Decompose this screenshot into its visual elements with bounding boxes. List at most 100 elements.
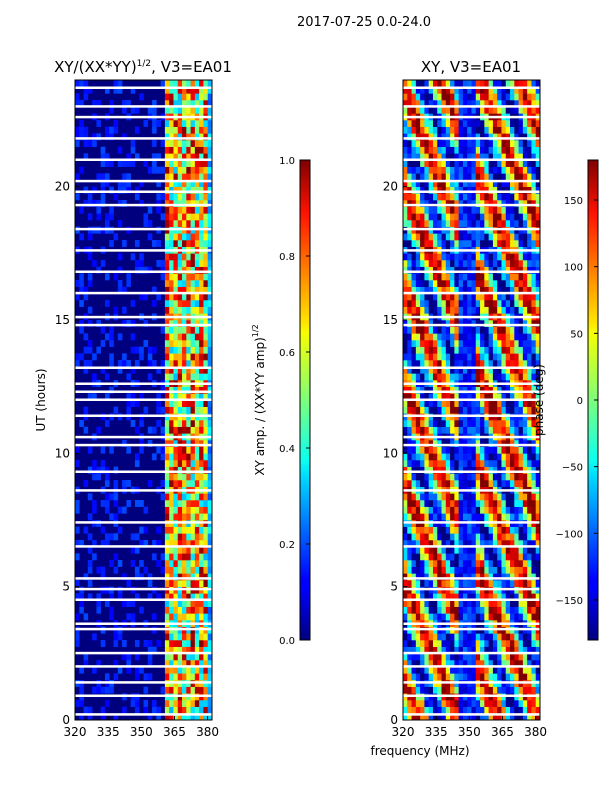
amplitude-cell <box>190 406 196 414</box>
amplitude-cell <box>126 360 131 367</box>
phase-cell <box>445 193 451 201</box>
phase-cell <box>484 366 489 374</box>
phase-cell <box>428 420 434 427</box>
amplitude-cell <box>207 593 213 601</box>
phase-cell <box>415 253 421 261</box>
phase-cell <box>522 120 528 127</box>
amplitude-cell <box>75 506 80 514</box>
phase-cell <box>535 580 541 587</box>
amplitude-cell <box>126 480 131 487</box>
phase-cell <box>522 686 528 694</box>
phase-cell <box>407 573 412 581</box>
phase-cell <box>480 353 485 361</box>
phase-cell <box>497 286 502 294</box>
phase-cell <box>462 646 468 654</box>
phase-cell <box>445 566 451 574</box>
phase-cell <box>497 466 502 474</box>
phase-cell <box>535 446 541 454</box>
phase-cell <box>454 193 459 201</box>
phase-cell <box>475 220 481 227</box>
phase-cell <box>420 633 425 641</box>
phase-cell <box>492 186 498 194</box>
amplitude-cell <box>156 713 161 721</box>
amplitude-cell <box>182 460 187 467</box>
phase-cell <box>462 640 468 647</box>
phase-cell <box>501 273 507 281</box>
phase-cell <box>424 613 429 621</box>
phase-cell <box>403 606 408 614</box>
phase-cell <box>535 133 541 141</box>
phase-cell <box>505 400 511 407</box>
amplitude-cell <box>186 260 191 267</box>
phase-cell <box>501 560 507 567</box>
amplitude-cell <box>134 266 140 274</box>
amplitude-cell <box>164 100 170 107</box>
phase-cell <box>462 353 468 361</box>
phase-cell <box>501 666 507 674</box>
phase-cell <box>535 106 541 114</box>
amplitude-cell <box>203 206 209 214</box>
amplitude-cell <box>199 106 204 114</box>
phase-cell <box>441 266 447 274</box>
amplitude-cell <box>173 146 179 154</box>
phase-cell <box>458 553 464 561</box>
amplitude-cell <box>147 640 153 647</box>
phase-cell <box>475 200 481 207</box>
phase-cell <box>480 606 485 614</box>
phase-cell <box>441 673 447 681</box>
phase-cell <box>484 646 489 654</box>
phase-cell <box>475 406 481 414</box>
amplitude-cell <box>182 546 187 554</box>
phase-cell <box>428 286 434 294</box>
amplitude-cell <box>92 633 97 641</box>
phase-cell <box>428 553 434 561</box>
phase-cell <box>428 173 434 181</box>
amplitude-cell <box>122 200 127 207</box>
amplitude-cell <box>177 466 183 474</box>
amplitude-cell <box>169 393 174 401</box>
phase-cell <box>480 186 485 194</box>
phase-cell <box>492 273 498 281</box>
phase-cell <box>415 506 421 514</box>
phase-cell <box>411 280 417 287</box>
phase-cell <box>522 106 528 114</box>
phase-cell <box>411 426 417 434</box>
phase-cell <box>428 633 434 641</box>
amplitude-cell <box>164 213 170 221</box>
phase-cell <box>531 320 537 327</box>
amplitude-cell <box>182 280 187 287</box>
phase-cell <box>501 553 507 561</box>
phase-cell <box>424 466 429 474</box>
phase-cell <box>484 546 489 554</box>
amplitude-cell <box>173 553 179 561</box>
amplitude-cell <box>194 593 200 601</box>
phase-cell <box>497 373 502 381</box>
amplitude-cell <box>164 320 170 327</box>
phase-cell <box>454 333 459 341</box>
amplitude-cell <box>203 333 209 341</box>
amplitude-cell <box>203 553 209 561</box>
amplitude-cell <box>182 453 187 461</box>
amplitude-cell <box>182 653 187 661</box>
amplitude-cell <box>186 206 191 214</box>
phase-cell <box>454 453 459 461</box>
amplitude-cell <box>203 526 209 534</box>
phase-cell <box>492 360 498 367</box>
amplitude-cell <box>207 86 213 94</box>
phase-cell <box>501 260 507 267</box>
amplitude-cell <box>186 566 191 574</box>
phase-cell <box>411 213 417 221</box>
phase-cell <box>458 513 464 521</box>
phase-cell <box>462 666 468 674</box>
phase-cell <box>518 560 524 567</box>
amplitude-cell <box>177 173 183 181</box>
phase-cell <box>501 286 507 294</box>
phase-cell <box>450 673 455 681</box>
phase-cell <box>411 126 417 134</box>
phase-cell <box>522 393 528 401</box>
phase-cell <box>475 266 481 274</box>
phase-cell <box>445 666 451 674</box>
amplitude-cell <box>203 133 209 141</box>
amplitude-cell <box>147 440 153 447</box>
phase-cell <box>492 220 498 227</box>
